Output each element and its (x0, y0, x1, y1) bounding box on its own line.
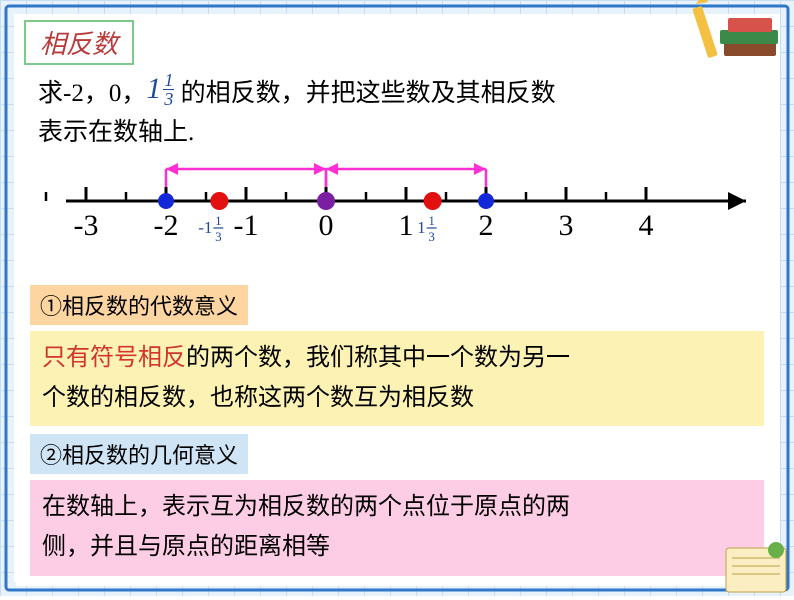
definition1-box: 只有符号相反的两个数，我们称其中一个数为另一 个数的相反数，也称这两个数互为相反… (30, 331, 764, 426)
svg-text:-1: -1 (234, 209, 259, 242)
svg-text:4: 4 (639, 209, 654, 242)
def1-accent: 只有符号相反 (42, 345, 186, 371)
section1-badge: ①相反数的代数意义 (30, 285, 248, 325)
def2-line1: 在数轴上，表示互为相反数的两个点位于原点的两 (42, 494, 570, 520)
svg-text:-2: -2 (154, 209, 179, 242)
mixed-fraction: 113 (146, 71, 174, 108)
problem-part1: 求-2，0， (38, 80, 146, 107)
svg-text:3: 3 (428, 229, 435, 244)
svg-text:3: 3 (559, 209, 574, 242)
books-pencil-deco (690, 0, 794, 76)
svg-text:1: 1 (399, 209, 414, 242)
definition2-box: 在数轴上，表示互为相反数的两个点位于原点的两 侧，并且与原点的距离相等 (30, 480, 764, 575)
notebook-deco (708, 530, 794, 600)
problem-part3: 表示在数轴上. (38, 119, 194, 146)
svg-text:2: 2 (479, 209, 494, 242)
def1-rest1: 的两个数，我们称其中一个数为另一 (186, 345, 570, 371)
svg-text:1: 1 (428, 213, 435, 228)
svg-text:1: 1 (215, 213, 222, 228)
problem-text: 求-2，0，113 的相反数，并把这些数及其相反数 表示在数轴上. (38, 75, 756, 151)
svg-text:3: 3 (215, 229, 222, 244)
svg-text:1: 1 (417, 218, 426, 237)
def1-rest2: 个数的相反数，也称这两个数互为相反数 (42, 385, 474, 411)
problem-part2: 的相反数，并把这些数及其相反数 (174, 80, 555, 107)
svg-text:-3: -3 (74, 209, 99, 242)
section2-badge: ②相反数的几何意义 (30, 434, 248, 474)
svg-text:0: 0 (319, 209, 334, 242)
title-badge: 相反数 (24, 20, 134, 65)
slide-content: 相反数 求-2，0，113 的相反数，并把这些数及其相反数 表示在数轴上. -3… (16, 14, 778, 586)
svg-text:-1: -1 (198, 218, 212, 237)
number-line: -3-2-101234-113113 (30, 155, 764, 285)
def2-line2: 侧，并且与原点的距离相等 (42, 534, 330, 560)
